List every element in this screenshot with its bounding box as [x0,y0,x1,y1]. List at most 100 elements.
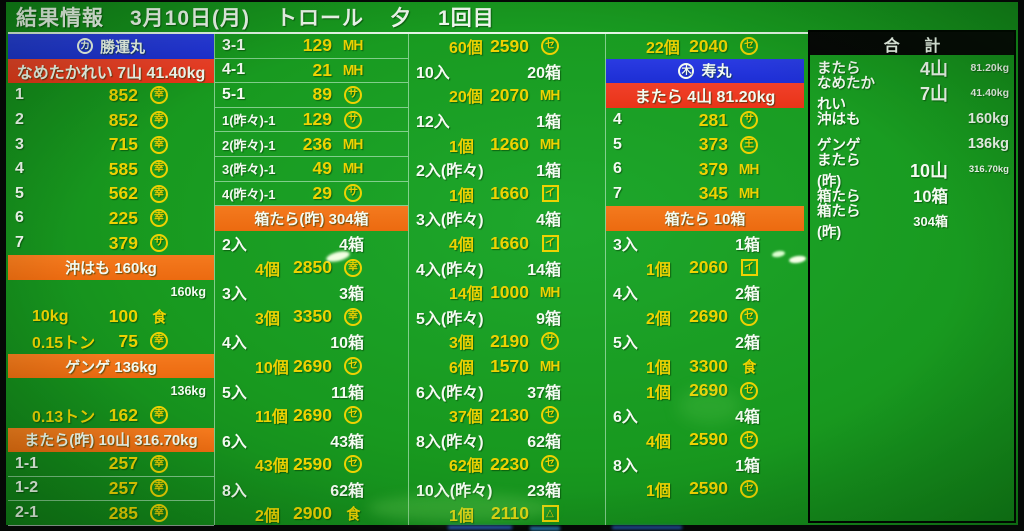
buyer-mark-icon: 食 [152,309,167,327]
summary-row: 箱たら 10箱 [810,183,1014,209]
row-label: 3個 [449,335,474,353]
row-label: 3 [15,135,24,153]
row-label: 1個 [646,261,671,279]
price-value: 852 [108,84,138,105]
price-value: 379 [698,158,728,179]
buyer-mark-slot: セ [332,357,408,376]
row-label: 20個 [449,89,483,107]
price-value: 715 [108,134,138,155]
buyer-mark-icon: サ [740,111,758,130]
row-pair: 4入(昨々) 14箱 [409,255,605,280]
row-label: 4個 [646,433,671,451]
row-label: 10kg [32,307,69,325]
price-value: 2040 [689,35,728,56]
buyer-mark-icon: サ [344,85,362,104]
buyer-mark-icon: セ [344,406,362,425]
buyer-mark-icon: 幸 [344,307,362,326]
row-ydata: 60個 2590 セ [409,34,605,59]
summary-fish-name: なめたかれい [817,76,875,114]
round-label: 1回目 [438,7,495,30]
row-label: 2 [15,111,24,129]
row-label: 11個 [255,409,288,427]
buyer-mark-icon: MH [540,86,561,104]
row-data: 2 852 幸 [8,108,214,133]
price-value: 2690 [293,355,332,376]
price-value: 2690 [689,306,728,327]
buyer-mark-slot: セ [728,37,804,56]
row-ydata: 4個 1660 イ [409,231,605,256]
subtotal-weight: 160kg [170,285,206,300]
box-count: 11箱 [331,384,364,402]
lot-label: 6入(昨々) [416,384,484,402]
price-value: 281 [698,109,728,130]
buyer-mark-slot: 食 [332,503,408,524]
column-2: 3-1 129 MH 4-1 21 MH 5-1 89 サ 1(昨々)-1 129 サ 2(昨々)-1 2… [214,34,408,525]
summary-row: またら(昨) 10山 316.70kg [810,153,1014,190]
row-data: 3 715 幸 [8,132,214,157]
buyer-mark-slot: セ [529,37,605,56]
row-ydata: 20個 2070 MH [409,83,605,108]
buyer-mark-icon: 食 [742,358,757,376]
row-ydata: 1個 3300 食 [606,354,804,379]
row-label: 1個 [646,360,671,378]
row-label: 3-1 [222,36,246,54]
row-data: 4(昨々)-1 29 サ [215,182,408,207]
row-pair: 5入 2箱 [606,329,804,354]
buyer-mark-slot: イ [728,259,804,277]
bezel-light [448,526,512,529]
lot-label: 6入 [222,433,247,451]
buyer-mark-icon: MH [540,283,561,301]
row-ydata: 3個 2190 サ [409,329,605,354]
lot-label: 5入 [222,384,247,402]
summary-quantity: 304箱 [913,214,948,230]
buyer-mark-icon: 幸 [150,86,168,105]
price-value: 285 [108,502,138,523]
row-pair: 3入(昨々) 4箱 [409,206,605,231]
lot-label: 3入 [613,237,638,255]
row-data: 5 562 幸 [8,182,214,207]
box-count: 4箱 [536,212,561,230]
buyer-mark-icon: セ [344,357,362,376]
buyer-mark-slot: 食 [138,306,214,327]
buyer-mark-icon: MH [343,160,364,178]
box-count: 37箱 [527,384,561,402]
row-data: 7 379 サ [8,231,214,256]
title-underline [8,32,808,34]
row-pair: 4入 2箱 [606,280,804,305]
row-ydata: 2個 2900 食 [215,501,408,526]
price-value: 2190 [490,330,529,351]
buyer-mark-slot: MH [529,87,605,104]
row-pair: 5入(昨々) 9箱 [409,305,605,330]
row-ydata: 10個 2690 セ [215,354,408,379]
buyer-mark-icon: 幸 [150,454,168,473]
row-pair: 2入(昨々) 1箱 [409,157,605,182]
row-ydata: 0.15トン 75 幸 [8,329,214,354]
summary-row: 沖はも 160kg [810,106,1014,132]
price-value: 89 [312,84,332,105]
buyer-mark-slot: セ [529,406,605,425]
buyer-mark-slot: イ [529,234,605,252]
price-value: 2110 [491,503,529,524]
buyer-mark-slot: サ [332,110,408,129]
buyer-mark-icon: MH [739,185,760,203]
row-label: 62個 [449,458,483,476]
buyer-mark-slot: サ [332,85,408,104]
buyer-mark-icon: 幸 [150,504,168,523]
row-label: 1(昨々)-1 [222,113,276,129]
price-value: 129 [302,35,332,56]
lot-label: 4入 [222,335,247,353]
row-data: 5 373 王 [606,132,804,157]
price-value: 1660 [490,232,529,253]
page-title: 結果情報 [16,7,104,30]
row-ydata: 62個 2230 セ [409,452,605,477]
buyer-mark-slot: 幸 [332,307,408,326]
section-header-label: またら 4山 81.20kg [634,89,776,107]
row-data: 2-1 285 幸 [8,501,214,526]
row-ydata: 6個 1570 MH [409,354,605,379]
buyer-mark-icon: サ [541,332,559,351]
row-label: 1 [15,86,24,104]
boat-name: 勝運丸 [99,38,145,56]
price-value: 2590 [293,453,332,474]
buyer-mark-icon: セ [740,307,758,326]
summary-quantity: 4山 [919,58,948,79]
